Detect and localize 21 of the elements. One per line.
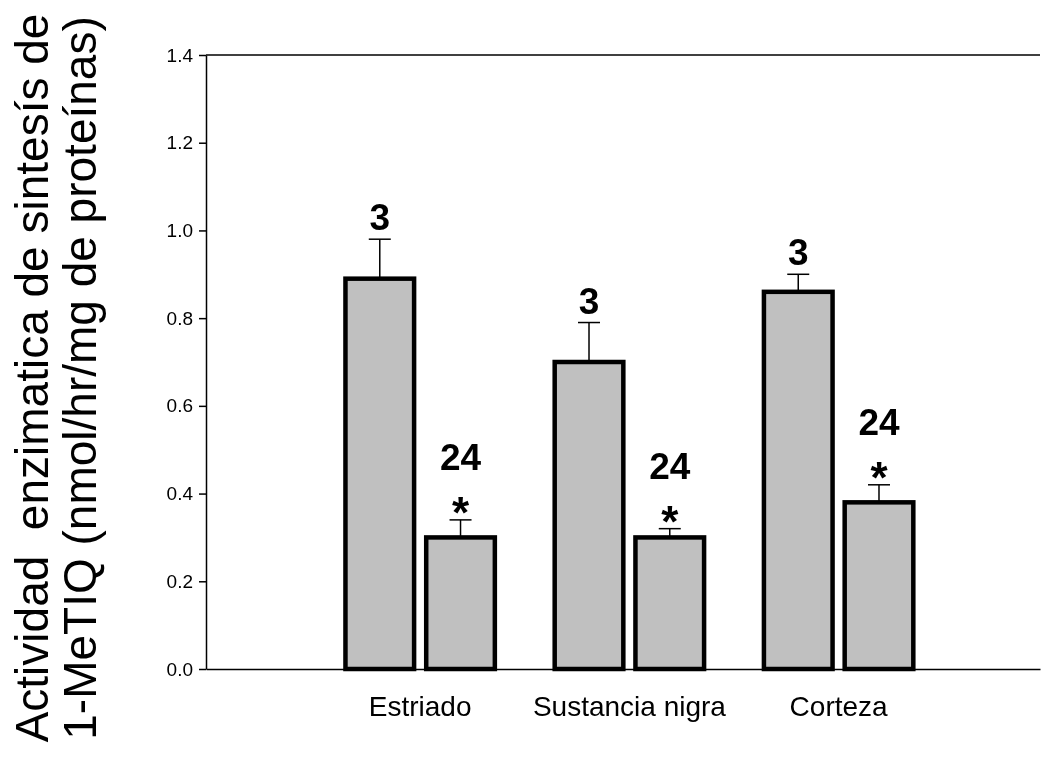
x-tick-label: Sustancia nigra xyxy=(532,691,727,723)
y-tick-label: 0.4 xyxy=(166,483,194,505)
y-tick-label: 0.2 xyxy=(166,570,193,592)
y-axis-title: Actividad enzimatica de sintesís de 1-MeTIQ (nmol/hr/mg de proteínas) xyxy=(6,13,107,743)
text: 3 xyxy=(578,280,600,322)
y-tick-label: 0.0 xyxy=(166,658,193,680)
data-label: * xyxy=(451,487,470,537)
text: 3 xyxy=(369,197,391,239)
x-tick-label: Estriado xyxy=(368,691,472,723)
data-label: * xyxy=(870,452,889,502)
y-tick-label: 1.4 xyxy=(166,44,194,66)
y-tick-label: 0.6 xyxy=(166,395,193,417)
text: 24 xyxy=(439,436,482,478)
text: 24 xyxy=(858,401,900,443)
y-tick-label: 1.0 xyxy=(166,220,193,242)
data-label: * xyxy=(661,496,680,546)
x-tick-label: Corteza xyxy=(789,691,889,723)
y-tick-label: 1.2 xyxy=(166,132,193,154)
y-tick-label: 0.8 xyxy=(166,307,193,329)
series-label: 3 xyxy=(787,232,809,274)
series-label: 24 xyxy=(649,445,691,487)
